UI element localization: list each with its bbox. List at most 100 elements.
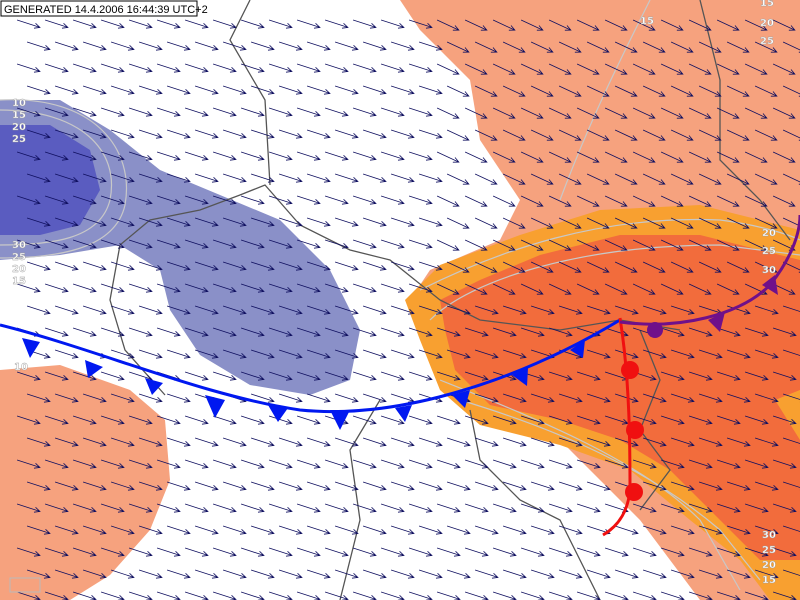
wind-arrow (268, 503, 293, 513)
wind-arrow (26, 305, 51, 315)
wind-arrow (744, 415, 769, 425)
wind-arrow (380, 195, 405, 205)
wind-arrow (688, 107, 712, 119)
wind-arrow (726, 85, 750, 97)
contour-label: 10 (12, 98, 26, 109)
wind-arrow (362, 437, 387, 447)
wind-arrow (660, 503, 685, 513)
wind-arrow (642, 41, 666, 53)
wind-arrow (306, 129, 331, 139)
wind-arrow (586, 129, 610, 141)
wind-arrow (642, 217, 666, 229)
wind-arrow (744, 195, 768, 207)
wind-arrow (660, 19, 684, 31)
wind-arrow (352, 195, 377, 205)
wind-arrow (296, 195, 321, 205)
wind-arrow (642, 261, 666, 273)
wind-arrow (380, 19, 405, 29)
wind-arrow (26, 129, 51, 139)
wind-arrow (446, 173, 470, 185)
wind-arrow (530, 525, 555, 535)
wind-arrow (72, 327, 97, 337)
wind-arrow (212, 19, 237, 29)
wind-arrow (82, 569, 107, 579)
wind-arrow (306, 305, 331, 315)
wind-arrow (334, 85, 359, 95)
wind-arrow (446, 305, 471, 315)
wind-arrow (184, 459, 209, 469)
wind-arrow (110, 261, 135, 271)
wind-arrow (26, 437, 51, 447)
wind-arrow (726, 41, 750, 53)
wind-arrow (194, 305, 219, 315)
wind-arrow (128, 415, 153, 425)
wind-arrow (548, 283, 572, 295)
wind-arrow (194, 569, 219, 579)
wind-arrow (436, 107, 460, 119)
wind-arrow (334, 393, 359, 403)
wind-arrow (408, 107, 433, 117)
wind-arrow (54, 569, 79, 579)
wind-arrow (408, 327, 433, 337)
wind-arrow (632, 459, 657, 469)
wind-arrow (362, 569, 387, 579)
wind-arrow (632, 283, 656, 295)
wind-arrow (548, 107, 572, 119)
wind-arrow (324, 371, 349, 381)
wind-arrow (436, 239, 460, 251)
wind-arrow (446, 525, 471, 535)
wind-arrow (660, 195, 684, 207)
wind-arrow (632, 63, 656, 75)
wind-arrow (268, 63, 293, 73)
wind-arrow (240, 195, 265, 205)
wind-arrow (772, 151, 796, 163)
wind-arrow (754, 129, 778, 141)
wind-arrow (334, 525, 359, 535)
wind-arrow (296, 63, 321, 73)
contour-label: 20 (12, 264, 26, 275)
wind-arrow (726, 525, 751, 535)
wind-arrow (362, 481, 387, 491)
wind-arrow (446, 85, 470, 97)
wind-arrow (26, 41, 51, 51)
wind-arrow (464, 327, 489, 337)
wind-arrow (614, 305, 639, 315)
wind-arrow (390, 305, 415, 315)
wind-arrow (576, 151, 600, 163)
wind-arrow (698, 85, 722, 97)
wind-arrow (250, 481, 275, 491)
wind-arrow (586, 481, 611, 491)
wind-arrow (688, 19, 712, 31)
wind-arrow (72, 107, 97, 117)
wind-arrow (390, 349, 415, 359)
wind-arrow (464, 547, 489, 557)
wind-arrow (156, 459, 181, 469)
wind-arrow (222, 481, 247, 491)
wind-arrow (436, 415, 461, 425)
wind-arrow (334, 349, 359, 359)
wind-arrow (464, 151, 488, 163)
wind-arrow (436, 63, 460, 75)
wind-arrow (446, 217, 470, 229)
wind-arrow (558, 173, 582, 185)
wind-arrow (362, 305, 387, 315)
wind-arrow (782, 261, 800, 273)
wind-arrow (240, 239, 265, 249)
wind-arrow (212, 415, 237, 425)
wind-arrow (716, 195, 740, 207)
wind-arrow (212, 151, 237, 161)
wind-arrow (306, 393, 331, 403)
wind-arrow (548, 239, 572, 251)
wind-arrow (558, 261, 582, 273)
wind-arrow (436, 195, 460, 207)
wind-arrow (464, 459, 489, 469)
wind-arrow (446, 349, 471, 359)
wind-arrow (586, 85, 610, 97)
wind-arrow (306, 569, 331, 579)
wind-arrow (530, 569, 555, 579)
wind-arrow (194, 85, 219, 95)
wind-arrow (138, 129, 163, 139)
wind-arrow (138, 349, 163, 359)
